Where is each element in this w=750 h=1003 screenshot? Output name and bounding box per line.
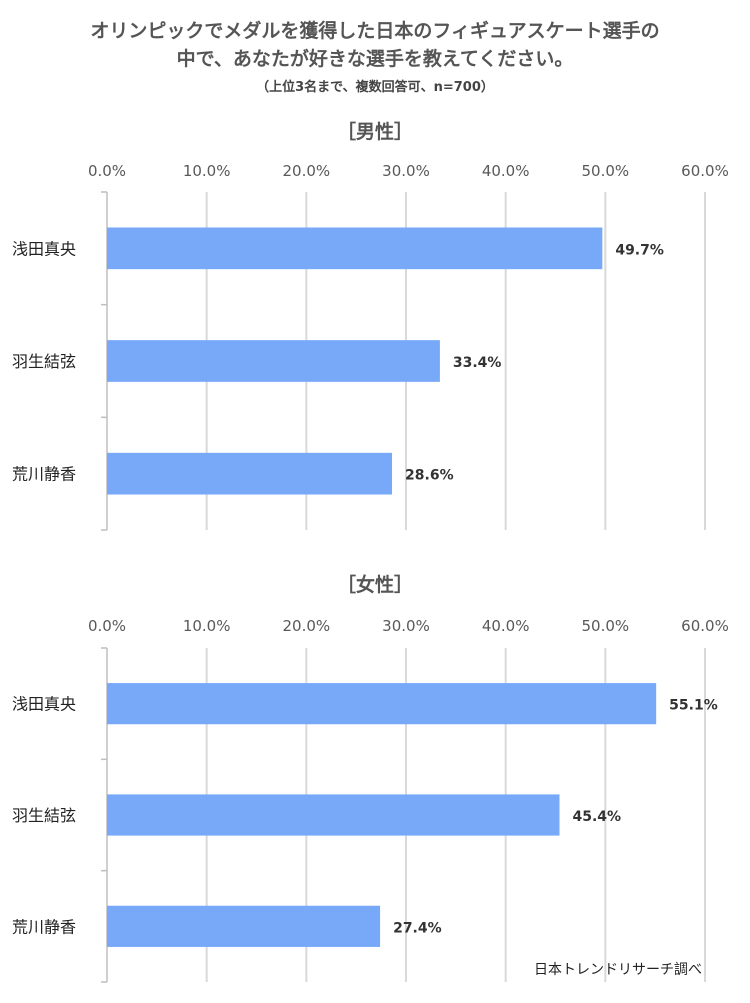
category-label: 荒川静香 (12, 917, 76, 936)
x-tick-label: 20.0% (283, 617, 331, 635)
x-tick-label: 30.0% (382, 617, 430, 635)
category-label: 荒川静香 (12, 465, 76, 484)
bar (107, 683, 657, 725)
chart-title-line1: オリンピックでメダルを獲得した日本のフィギュアスケート選手の (90, 20, 660, 42)
bar (107, 905, 381, 947)
x-tick-label: 0.0% (88, 162, 126, 180)
x-tick-label: 10.0% (183, 162, 231, 180)
data-label: 33.4% (453, 355, 502, 371)
bar (107, 227, 603, 270)
x-tick-label: 60.0% (681, 162, 729, 180)
x-tick-label: 0.0% (88, 617, 126, 635)
chart-subtitle: （上位3名まで、複数回答可、n=700） (256, 80, 494, 95)
category-label: 羽生結弦 (12, 352, 76, 371)
category-label: 羽生結弦 (12, 806, 76, 825)
x-tick-label: 50.0% (582, 162, 630, 180)
panel-title: ［男性］ (337, 120, 413, 143)
x-tick-label: 60.0% (681, 617, 729, 635)
bar (107, 452, 393, 495)
category-label: 浅田真央 (12, 695, 76, 714)
x-tick-label: 40.0% (482, 617, 530, 635)
data-label: 49.7% (615, 242, 664, 258)
x-tick-label: 20.0% (283, 162, 331, 180)
data-label: 45.4% (572, 809, 621, 825)
x-tick-label: 50.0% (582, 617, 630, 635)
x-tick-label: 30.0% (382, 162, 430, 180)
data-label: 55.1% (669, 698, 718, 714)
category-label: 浅田真央 (12, 239, 76, 258)
source-note: 日本トレンドリサーチ調べ (534, 962, 702, 978)
bar (107, 340, 440, 382)
bar (107, 794, 560, 836)
data-label: 28.6% (405, 468, 454, 484)
chart-title-line2: 中で、あなたが好きな選手を教えてください。 (176, 48, 574, 70)
x-tick-label: 40.0% (482, 162, 530, 180)
data-label: 27.4% (393, 920, 442, 936)
panel-title: ［女性］ (337, 573, 413, 596)
x-tick-label: 10.0% (183, 617, 231, 635)
